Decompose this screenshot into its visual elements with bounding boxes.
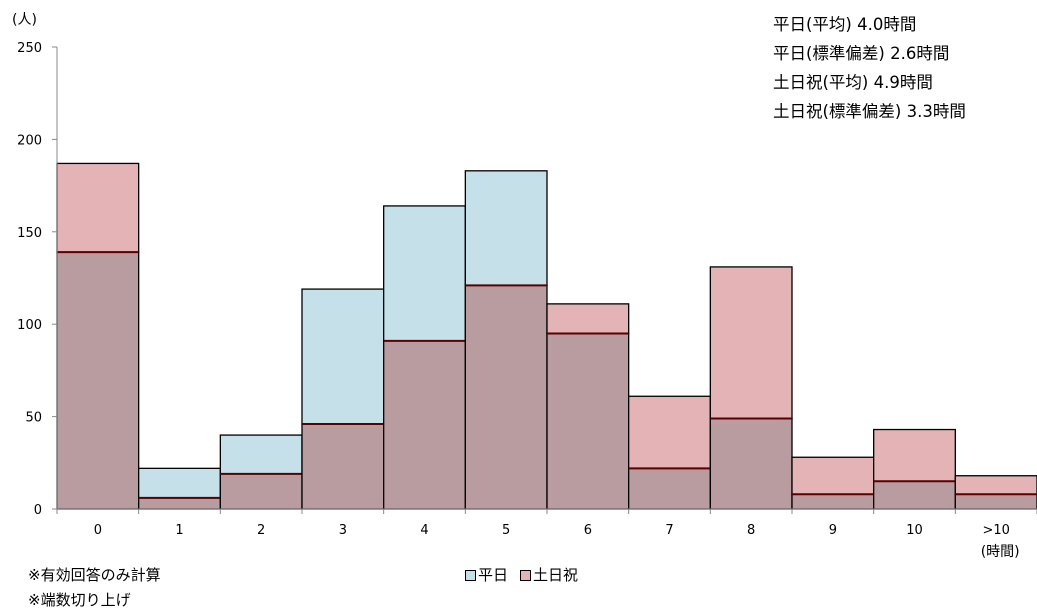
x-tick-label-4: 4	[420, 523, 428, 538]
bar-top-5	[464, 170, 548, 287]
x-tick-label-3: 3	[339, 523, 347, 538]
bar-top-11	[954, 475, 1037, 495]
legend: 平日 土日祝	[465, 563, 578, 588]
y-tick-label-2: 100	[17, 318, 42, 333]
x-tick-label-0: 0	[94, 523, 102, 538]
bar-overlap-11	[954, 493, 1037, 510]
bar-overlap-10	[873, 480, 956, 510]
bar-overlap-3	[301, 423, 385, 510]
legend-label-weekday: 平日	[478, 566, 509, 584]
x-tick-label-9: 9	[829, 523, 837, 538]
stat-holiday-sd: 土日祝(標準偏差) 3.3時間	[773, 102, 966, 121]
bar-top-7	[628, 395, 711, 469]
legend-swatch-holiday	[520, 570, 532, 581]
legend-label-holiday: 土日祝	[533, 566, 579, 584]
x-tick-label-5: 5	[502, 523, 510, 538]
bar-top-0	[56, 162, 140, 253]
bar-overlap-9	[791, 493, 875, 510]
stat-weekday-sd: 平日(標準偏差) 2.6時間	[773, 44, 950, 63]
y-tick-label-3: 150	[17, 226, 42, 241]
y-tick-label-0: 0	[34, 503, 42, 518]
bar-overlap-7	[628, 467, 711, 510]
stats-box: 平日(平均) 4.0時間 平日(標準偏差) 2.6時間 土日祝(平均) 4.9時…	[773, 10, 966, 126]
bar-top-9	[791, 456, 875, 495]
x-tick-label-11: >10	[982, 523, 1009, 538]
bar-top-2	[219, 434, 303, 475]
legend-swatch-weekday	[465, 570, 476, 581]
x-tick-label-1: 1	[175, 523, 183, 538]
y-tick-label-4: 200	[17, 133, 42, 148]
bar-overlap-6	[546, 332, 630, 510]
bar-top-3	[301, 288, 385, 425]
bar-overlap-5	[464, 284, 548, 510]
x-tick-label-2: 2	[257, 523, 265, 538]
notes: ※有効回答のみ計算 ※端数切り上げ	[28, 563, 161, 613]
y-tick-label-1: 50	[25, 411, 42, 426]
note-rounding: ※端数切り上げ	[28, 591, 131, 609]
bar-overlap-4	[383, 340, 466, 510]
note-valid-answers: ※有効回答のみ計算	[28, 566, 161, 584]
bar-top-6	[546, 303, 630, 335]
x-tick-label-7: 7	[665, 523, 673, 538]
bar-overlap-1	[138, 497, 221, 510]
bar-top-4	[383, 205, 466, 342]
legend-item-holiday: 土日祝	[520, 563, 578, 588]
bar-overlap-8	[709, 417, 793, 510]
bar-top-10	[873, 428, 956, 482]
bar-top-1	[138, 467, 221, 499]
bar-top-8	[709, 266, 793, 420]
stat-holiday-mean: 土日祝(平均) 4.9時間	[773, 73, 933, 92]
y-tick-label-5: 250	[17, 41, 42, 56]
bar-overlap-0	[56, 251, 140, 510]
legend-item-weekday: 平日	[465, 563, 508, 588]
x-tick-label-10: 10	[906, 523, 923, 538]
histogram-chart: 0 50 100 150 200 250 0 1 2 3 4 5 6 7 8 9 10 >10 (人) (時間)	[12, 12, 1037, 560]
x-unit-label: (時間)	[981, 544, 1020, 560]
bar-overlap-2	[219, 473, 303, 510]
x-tick-label-8: 8	[747, 523, 755, 538]
y-unit-label: (人)	[12, 12, 37, 28]
x-tick-label-6: 6	[584, 523, 592, 538]
stat-weekday-mean: 平日(平均) 4.0時間	[773, 15, 917, 34]
